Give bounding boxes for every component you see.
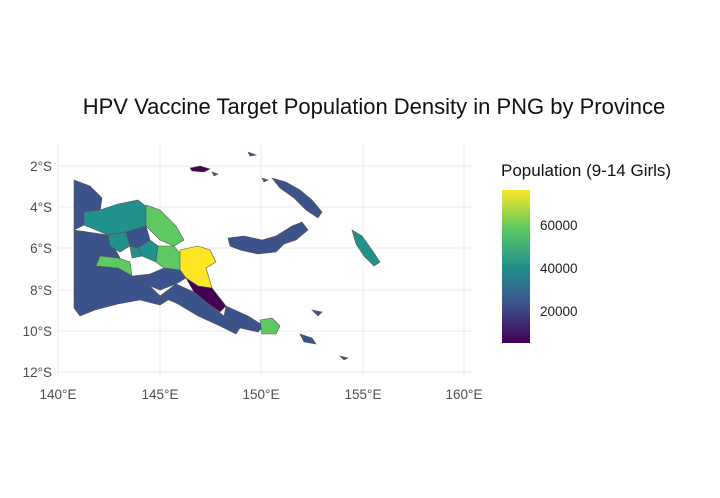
x-axis: 140°E 145°E 150°E 155°E 160°E xyxy=(40,387,483,402)
y-axis: 2°S 4°S 6°S 8°S 10°S 12°S xyxy=(23,159,52,380)
y-tick-label: 8°S xyxy=(30,283,52,298)
province-enga xyxy=(107,231,131,253)
island-rossel xyxy=(339,355,349,361)
y-tick-label: 2°S xyxy=(30,159,52,174)
province-milne-bay-islands xyxy=(259,317,281,335)
province-west-new-britain xyxy=(227,235,285,255)
x-tick-label: 140°E xyxy=(40,387,77,402)
x-tick-label: 160°E xyxy=(446,387,483,402)
province-gulf xyxy=(117,267,187,291)
island-small-3 xyxy=(211,171,219,177)
province-milne-bay xyxy=(223,305,265,333)
y-tick-label: 12°S xyxy=(23,365,52,380)
y-tick-label: 10°S xyxy=(23,324,52,339)
legend-label-20000: 20000 xyxy=(540,304,578,319)
provinces xyxy=(73,151,381,361)
y-tick-label: 6°S xyxy=(30,241,52,256)
legend-label-40000: 40000 xyxy=(540,261,578,276)
x-tick-label: 150°E xyxy=(243,387,280,402)
province-bougainville xyxy=(351,229,381,267)
province-madang xyxy=(145,204,185,247)
x-tick-label: 155°E xyxy=(345,387,382,402)
province-manus xyxy=(189,165,211,173)
province-east-new-britain xyxy=(275,221,309,245)
province-new-ireland xyxy=(271,177,323,219)
legend-colorbar xyxy=(502,190,530,343)
x-tick-label: 145°E xyxy=(142,387,179,402)
legend-label-60000: 60000 xyxy=(540,218,578,233)
island-woodlark xyxy=(311,309,323,317)
map-title: HPV Vaccine Target Population Density in… xyxy=(82,94,666,119)
legend-title: Population (9-14 Girls) xyxy=(501,161,672,180)
province-morobe xyxy=(179,245,217,289)
province-milne-bay-east xyxy=(299,333,317,345)
island-small-2 xyxy=(247,151,258,157)
island-small-1 xyxy=(261,177,269,183)
y-tick-label: 4°S xyxy=(30,200,52,215)
